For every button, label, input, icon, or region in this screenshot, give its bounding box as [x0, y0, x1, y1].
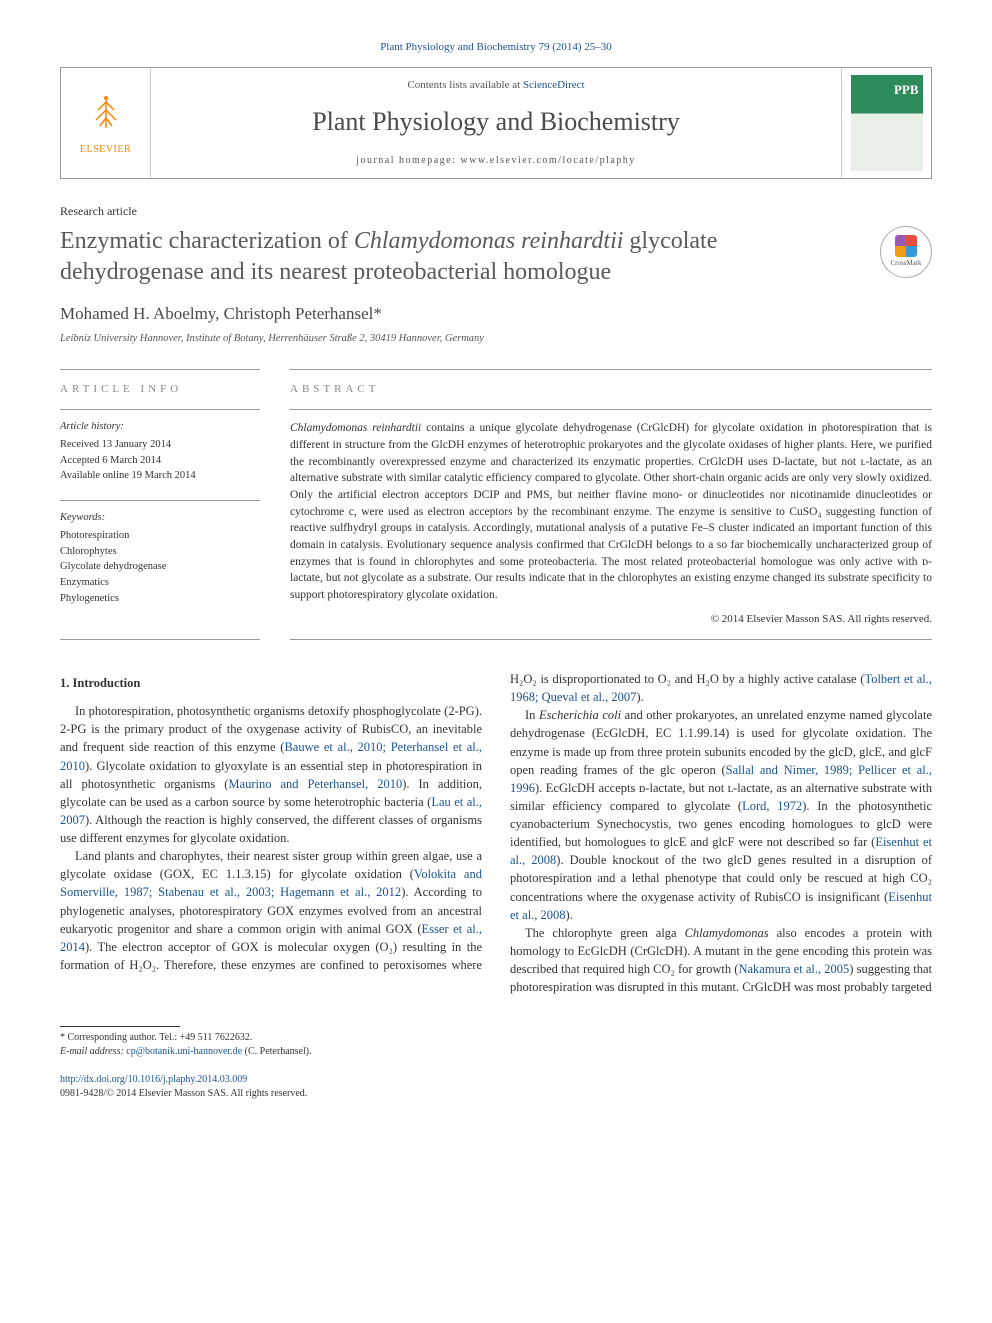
- journal-name: Plant Physiology and Biochemistry: [163, 104, 829, 140]
- p3-species: Escherichia coli: [539, 708, 621, 722]
- email-link[interactable]: cp@botanik.uni-hannover.de: [126, 1046, 242, 1057]
- p4-species: Chlamydomonas: [685, 926, 769, 940]
- email-line: E-mail address: cp@botanik.uni-hannover.…: [60, 1045, 932, 1059]
- p2-d: ).: [636, 690, 643, 704]
- ref-nakamura[interactable]: Nakamura et al., 2005: [738, 962, 849, 976]
- p3-e: ). Double knockout of the two glcD genes…: [510, 853, 932, 903]
- footer: * Corresponding author. Tel.: +49 511 76…: [60, 1026, 932, 1101]
- authors: Mohamed H. Aboelmy, Christoph Peterhanse…: [60, 302, 932, 326]
- title-row: Enzymatic characterization of Chlamydomo…: [60, 226, 932, 302]
- keyword-1: Chlorophytes: [60, 544, 260, 560]
- ref-maurino[interactable]: Maurino and Peterhansel, 2010: [228, 777, 402, 791]
- crossmark-label: CrossMark: [890, 259, 921, 269]
- ref-lord[interactable]: Lord, 1972: [742, 799, 802, 813]
- p3-f: ).: [566, 908, 573, 922]
- journal-cover: PPB: [841, 68, 931, 178]
- citation-line: Plant Physiology and Biochemistry 79 (20…: [60, 40, 932, 55]
- keyword-4: Phylogenetics: [60, 591, 260, 607]
- corresponding-author: * Corresponding author. Tel.: +49 511 76…: [60, 1031, 932, 1045]
- article-history: Article history: Received 13 January 201…: [60, 420, 260, 484]
- history-line-2: Available online 19 March 2014: [60, 468, 260, 484]
- p4-a: The chlorophyte green alga: [525, 926, 685, 940]
- doi-link[interactable]: http://dx.doi.org/10.1016/j.plaphy.2014.…: [60, 1074, 247, 1085]
- body-text: 1. Introduction In photorespiration, pho…: [60, 670, 932, 996]
- journal-header: ELSEVIER Contents lists available at Sci…: [60, 67, 932, 179]
- footnote-rule: [60, 1026, 180, 1027]
- section-heading-1: 1. Introduction: [60, 674, 482, 692]
- article-type: Research article: [60, 203, 932, 220]
- email-label: E-mail address:: [60, 1046, 126, 1057]
- contents-prefix: Contents lists available at: [407, 79, 522, 91]
- homepage-url[interactable]: www.elsevier.com/locate/plaphy: [460, 155, 635, 166]
- abstract-body: contains a unique glycolate dehydrogenas…: [290, 422, 932, 601]
- contents-available: Contents lists available at ScienceDirec…: [163, 78, 829, 93]
- abstract-label: ABSTRACT: [290, 382, 932, 397]
- title-pre: Enzymatic characterization of: [60, 228, 354, 254]
- history-line-0: Received 13 January 2014: [60, 437, 260, 453]
- email-suffix: (C. Peterhansel).: [242, 1046, 311, 1057]
- publisher-name: ELSEVIER: [80, 143, 131, 157]
- keyword-2: Glycolate dehydrogenase: [60, 559, 260, 575]
- elsevier-tree-icon: [84, 90, 128, 141]
- article-info-column: ARTICLE INFO Article history: Received 1…: [60, 369, 260, 640]
- keywords-block: Keywords: Photorespiration Chlorophytes …: [60, 511, 260, 606]
- keyword-3: Enzymatics: [60, 575, 260, 591]
- paragraph-3: In Escherichia coli and other prokaryote…: [510, 706, 932, 924]
- p3-a: In: [525, 708, 539, 722]
- keyword-0: Photorespiration: [60, 528, 260, 544]
- sciencedirect-link[interactable]: ScienceDirect: [523, 79, 585, 91]
- homepage-prefix: journal homepage:: [356, 155, 460, 166]
- abstract-species: Chlamydomonas reinhardtii: [290, 422, 421, 434]
- history-heading: Article history:: [60, 420, 260, 435]
- abstract-copyright: © 2014 Elsevier Masson SAS. All rights r…: [290, 612, 932, 627]
- doi-line: http://dx.doi.org/10.1016/j.plaphy.2014.…: [60, 1073, 932, 1087]
- abstract-column: ABSTRACT Chlamydomonas reinhardtii conta…: [290, 369, 932, 640]
- issn-copyright: 0981-9428/© 2014 Elsevier Masson SAS. Al…: [60, 1087, 932, 1101]
- title-species: Chlamydomonas reinhardtii: [354, 228, 624, 254]
- article-title: Enzymatic characterization of Chlamydomo…: [60, 226, 860, 288]
- cover-badge: PPB: [894, 81, 919, 99]
- keywords-heading: Keywords:: [60, 511, 260, 526]
- journal-homepage: journal homepage: www.elsevier.com/locat…: [163, 154, 829, 168]
- info-abstract-row: ARTICLE INFO Article history: Received 1…: [60, 369, 932, 640]
- header-center: Contents lists available at ScienceDirec…: [151, 68, 841, 178]
- paragraph-4: The chlorophyte green alga Chlamydomonas…: [510, 924, 932, 997]
- crossmark-badge[interactable]: CrossMark: [880, 226, 932, 278]
- article-info-label: ARTICLE INFO: [60, 382, 260, 397]
- publisher-logo: ELSEVIER: [61, 68, 151, 178]
- affiliation: Leibniz University Hannover, Institute o…: [60, 332, 932, 347]
- cover-thumbnail: PPB: [851, 75, 923, 171]
- paragraph-1: In photorespiration, photosynthetic orga…: [60, 702, 482, 847]
- crossmark-icon: [895, 235, 917, 257]
- history-line-1: Accepted 6 March 2014: [60, 453, 260, 469]
- abstract-text: Chlamydomonas reinhardtii contains a uni…: [290, 420, 932, 603]
- p1-d: ). Although the reaction is highly conse…: [60, 813, 482, 845]
